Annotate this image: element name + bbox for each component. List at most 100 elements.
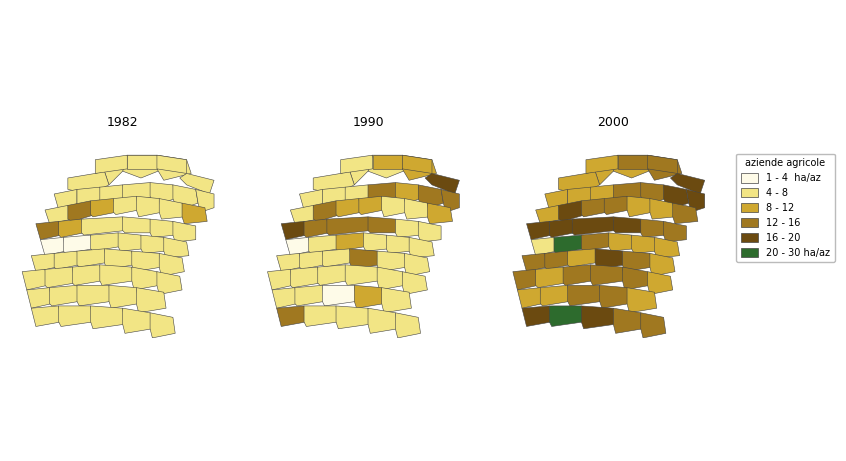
Polygon shape (627, 196, 652, 217)
Polygon shape (159, 199, 184, 219)
Polygon shape (322, 187, 349, 208)
Polygon shape (545, 251, 570, 269)
Polygon shape (100, 185, 127, 206)
Polygon shape (91, 306, 125, 329)
Polygon shape (536, 206, 563, 224)
Polygon shape (568, 285, 602, 306)
Polygon shape (272, 288, 297, 308)
Polygon shape (157, 272, 182, 295)
Polygon shape (267, 269, 293, 290)
Polygon shape (563, 265, 593, 285)
Polygon shape (387, 235, 411, 254)
Polygon shape (581, 233, 611, 251)
Polygon shape (609, 233, 634, 251)
Polygon shape (123, 217, 152, 233)
Polygon shape (313, 201, 341, 221)
Polygon shape (663, 185, 689, 210)
Polygon shape (441, 189, 459, 212)
Polygon shape (54, 251, 80, 269)
Polygon shape (618, 155, 648, 169)
Polygon shape (304, 306, 338, 326)
Polygon shape (157, 155, 187, 173)
Polygon shape (36, 221, 61, 240)
Title: 1990: 1990 (352, 116, 384, 129)
Polygon shape (91, 199, 116, 217)
Polygon shape (404, 254, 430, 276)
Polygon shape (164, 237, 189, 258)
Polygon shape (96, 155, 127, 173)
Polygon shape (382, 196, 407, 217)
Polygon shape (368, 183, 400, 203)
Polygon shape (141, 235, 166, 254)
Polygon shape (522, 306, 552, 326)
Polygon shape (132, 251, 162, 272)
Polygon shape (404, 199, 430, 219)
Polygon shape (109, 285, 139, 308)
Polygon shape (364, 233, 388, 251)
Polygon shape (100, 265, 134, 285)
Polygon shape (182, 203, 207, 224)
Polygon shape (549, 219, 574, 237)
Polygon shape (195, 189, 214, 212)
Polygon shape (613, 308, 643, 333)
Polygon shape (648, 272, 673, 295)
Polygon shape (418, 185, 443, 210)
Polygon shape (650, 199, 675, 219)
Polygon shape (623, 267, 650, 290)
Polygon shape (554, 235, 584, 254)
Polygon shape (349, 155, 372, 185)
Polygon shape (299, 189, 322, 210)
Polygon shape (545, 189, 568, 210)
Polygon shape (549, 306, 584, 326)
Title: 1982: 1982 (107, 116, 139, 129)
Polygon shape (150, 183, 175, 206)
Polygon shape (136, 288, 166, 313)
Polygon shape (581, 306, 616, 329)
Polygon shape (526, 221, 552, 240)
Polygon shape (613, 183, 645, 203)
Polygon shape (104, 249, 134, 269)
Polygon shape (336, 306, 371, 329)
Polygon shape (157, 155, 191, 180)
Polygon shape (295, 285, 325, 306)
Polygon shape (173, 185, 198, 210)
Polygon shape (368, 155, 409, 178)
Polygon shape (136, 196, 162, 217)
Polygon shape (670, 173, 705, 194)
Polygon shape (77, 249, 107, 267)
Polygon shape (123, 183, 155, 203)
Polygon shape (27, 288, 52, 308)
Polygon shape (341, 155, 372, 173)
Polygon shape (277, 306, 306, 326)
Polygon shape (558, 201, 586, 221)
Polygon shape (536, 267, 565, 288)
Polygon shape (81, 217, 125, 235)
Polygon shape (322, 285, 357, 306)
Polygon shape (604, 196, 629, 214)
Polygon shape (395, 219, 420, 237)
Polygon shape (368, 308, 398, 333)
Polygon shape (568, 187, 595, 208)
Polygon shape (541, 285, 570, 306)
Polygon shape (91, 233, 120, 251)
Polygon shape (77, 187, 104, 208)
Polygon shape (655, 237, 679, 258)
Polygon shape (277, 254, 302, 272)
Polygon shape (591, 185, 618, 206)
Polygon shape (568, 249, 597, 267)
Polygon shape (150, 313, 175, 338)
Polygon shape (304, 219, 329, 237)
Polygon shape (409, 237, 434, 258)
Polygon shape (640, 313, 666, 338)
Polygon shape (327, 217, 371, 235)
Polygon shape (403, 155, 437, 180)
Polygon shape (104, 155, 127, 185)
Polygon shape (426, 173, 459, 194)
Polygon shape (290, 267, 320, 288)
Polygon shape (50, 285, 80, 306)
Polygon shape (418, 221, 441, 242)
Polygon shape (648, 155, 678, 173)
Polygon shape (359, 196, 384, 214)
Polygon shape (623, 251, 652, 272)
Polygon shape (150, 219, 175, 237)
